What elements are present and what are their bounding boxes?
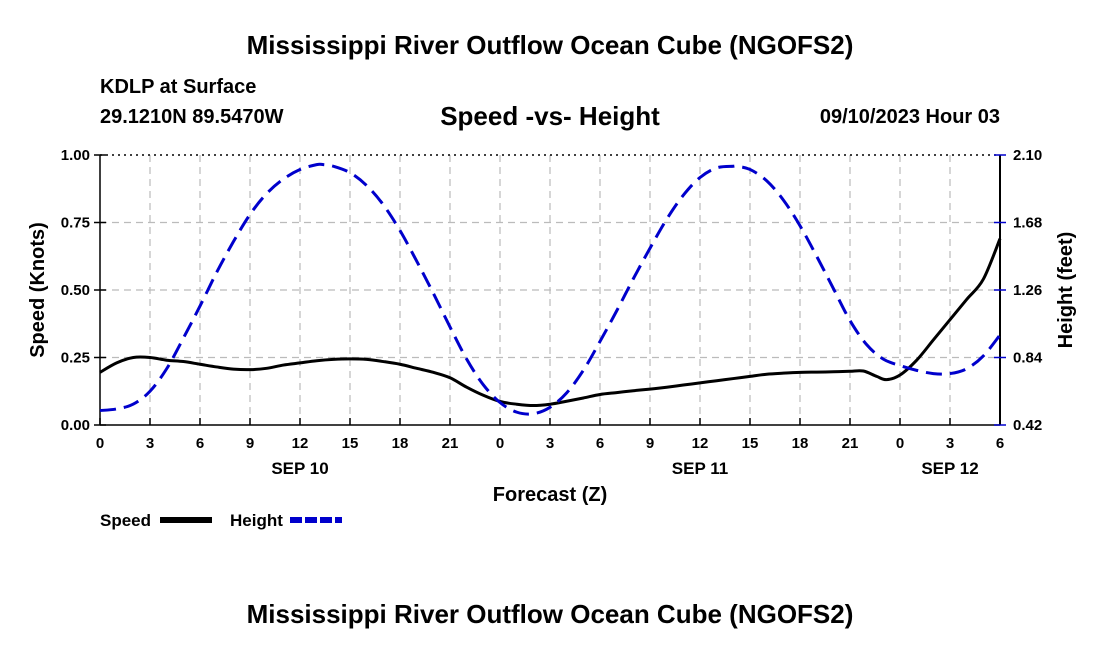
station-label: KDLP at Surface — [100, 76, 257, 98]
date-label: SEP 11 — [672, 459, 728, 478]
axis-labels: 0 3 6 9 12 15 18 21 0 3 6 9 12 15 18 21 0 3 6 SEP 10 SEP 11 S… — [27, 147, 1077, 506]
axes — [94, 154, 1006, 426]
y-left-tick-label: 0.75 — [61, 215, 90, 232]
y-right-tick-label: 0.84 — [1013, 350, 1043, 367]
x-tick-label: 18 — [792, 435, 809, 452]
x-tick-label: 0 — [896, 435, 904, 452]
date-label: SEP 10 — [271, 459, 328, 478]
x-tick-label: 3 — [946, 435, 954, 452]
x-tick-label: 15 — [742, 435, 759, 452]
y-right-tick-label: 2.10 — [1013, 147, 1042, 164]
x-tick-label: 6 — [196, 435, 204, 452]
height-series-line — [99, 162, 1002, 416]
y-right-tick-label: 1.26 — [1013, 282, 1042, 299]
speed-series-line — [99, 238, 1002, 408]
date-label: SEP 12 — [921, 459, 978, 478]
x-tick-label: 9 — [646, 435, 654, 452]
legend: Speed Height — [100, 511, 342, 530]
legend-speed-label: Speed — [100, 511, 151, 530]
x-tick-label: 0 — [96, 435, 104, 452]
x-tick-label: 6 — [996, 435, 1004, 452]
chart-main-title: Mississippi River Outflow Ocean Cube (NG… — [246, 30, 854, 60]
legend-height-label: Height — [230, 511, 283, 530]
x-tick-label: 3 — [146, 435, 154, 452]
next-chart-title: Mississippi River Outflow Ocean Cube (NG… — [246, 599, 854, 629]
x-tick-label: 12 — [692, 435, 709, 452]
x-tick-label: 9 — [246, 435, 254, 452]
forecast-date: 09/10/2023 Hour 03 — [819, 106, 1000, 128]
y-right-tick-label: 0.42 — [1013, 417, 1042, 434]
y-left-tick-label: 0.25 — [61, 350, 90, 367]
x-tick-label: 6 — [596, 435, 604, 452]
station-coordinates: 29.1210N 89.5470W — [100, 106, 284, 128]
y-left-axis-title: Speed (Knots) — [27, 222, 49, 358]
x-axis-title: Forecast (Z) — [493, 484, 607, 506]
y-right-tick-label: 1.68 — [1013, 215, 1042, 232]
x-tick-label: 3 — [546, 435, 554, 452]
grid-lines — [100, 154, 1000, 425]
y-left-tick-label: 1.00 — [61, 147, 90, 164]
y-right-axis-title: Height (feet) — [1055, 232, 1077, 349]
x-tick-label: 18 — [392, 435, 409, 452]
x-tick-label: 15 — [342, 435, 359, 452]
x-tick-label: 21 — [842, 435, 859, 452]
x-tick-label: 12 — [292, 435, 309, 452]
chart-subtitle: Speed -vs- Height — [440, 101, 660, 131]
y-left-tick-label: 0.00 — [61, 417, 90, 434]
series-lines — [99, 162, 1002, 416]
x-tick-label: 0 — [496, 435, 504, 452]
x-tick-label: 21 — [442, 435, 459, 452]
y-left-tick-label: 0.50 — [61, 282, 90, 299]
